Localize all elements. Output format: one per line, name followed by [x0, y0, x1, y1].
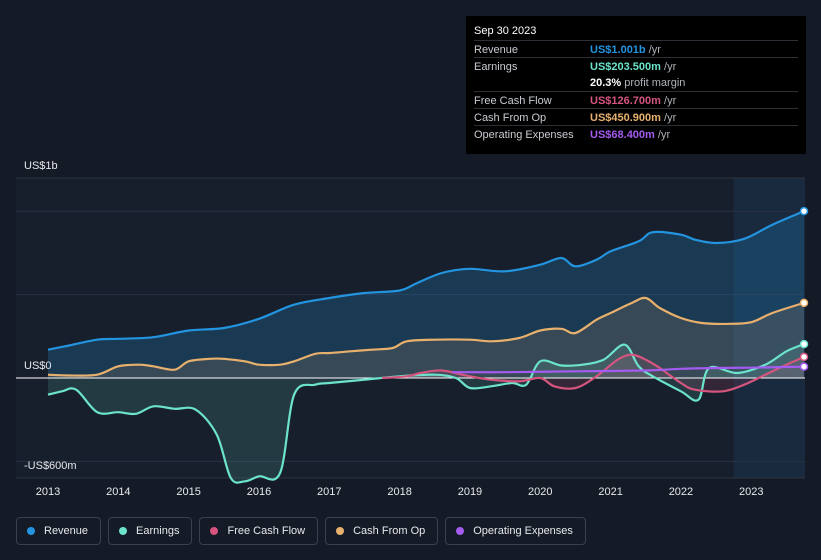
y-axis-bottom-label: -US$600m — [24, 460, 77, 472]
revenue-dot-icon — [27, 527, 35, 535]
x-tick-label: 2014 — [106, 486, 130, 498]
x-tick-label: 2015 — [176, 486, 200, 498]
tooltip-unit: /yr — [660, 61, 677, 73]
cash-from-op-line — [47, 296, 805, 377]
x-tick-label: 2021 — [598, 486, 622, 498]
legend-label: Cash From Op — [353, 525, 426, 537]
legend-label: Revenue — [44, 525, 89, 537]
legend-item-earnings[interactable]: Earnings — [108, 517, 193, 545]
operating-expenses-dot-icon — [456, 527, 465, 535]
chart-legend: Revenue Earnings Free Cash Flow Cash Fro… — [16, 517, 586, 545]
tooltip-unit: /yr — [645, 44, 661, 56]
x-tick-label: 2020 — [528, 486, 552, 498]
x-tick-label: 2019 — [458, 486, 482, 498]
cash-from-op-area — [48, 297, 804, 378]
x-tick-label: 2022 — [669, 486, 693, 498]
tooltip-row-free-cash-flow: Free Cash Flow US$126.700m /yr — [474, 91, 798, 109]
tooltip-value: US$450.900m — [590, 112, 661, 124]
tooltip-unit: /yr — [660, 112, 677, 124]
legend-item-free-cash-flow[interactable]: Free Cash Flow — [199, 517, 319, 545]
tooltip-value: US$126.700m — [590, 95, 661, 107]
revenue-end-marker — [799, 206, 809, 216]
earnings-line — [47, 343, 805, 484]
tooltip-unit: /yr — [654, 129, 671, 141]
cash-from-op-end-marker — [799, 298, 809, 308]
tooltip-row-cash-from-op: Cash From Op US$450.900m /yr — [474, 108, 798, 126]
legend-label: Free Cash Flow — [227, 525, 306, 537]
tooltip-row-earnings: Earnings US$203.500m /yr — [474, 57, 798, 75]
legend-label: Operating Expenses — [473, 525, 573, 537]
tooltip-value: US$1.001b — [590, 44, 646, 56]
tooltip-label: Free Cash Flow — [474, 95, 552, 107]
cash-from-op-dot-icon — [336, 527, 345, 535]
y-axis-top-label: US$1b — [24, 160, 58, 172]
free-cash-flow-end-marker — [799, 352, 809, 362]
x-tick-label: 2016 — [247, 486, 271, 498]
operating-expenses-line — [452, 365, 805, 374]
tooltip-value: 20.3% — [590, 77, 622, 89]
tooltip-row-revenue: Revenue US$1.001b /yr — [474, 40, 798, 58]
tooltip-row-operating-expenses: Operating Expenses US$68.400m /yr — [474, 125, 798, 143]
tooltip-label: Revenue — [474, 44, 519, 56]
legend-item-revenue[interactable]: Revenue — [16, 517, 102, 545]
y-axis-zero-label: US$0 — [24, 360, 52, 372]
legend-item-operating-expenses[interactable]: Operating Expenses — [445, 517, 586, 545]
earnings-end-marker — [799, 339, 809, 349]
free-cash-flow-dot-icon — [210, 527, 219, 535]
highlight-region — [733, 178, 805, 478]
x-tick-label: 2017 — [317, 486, 341, 498]
tooltip-label: Operating Expenses — [474, 129, 574, 141]
tooltip-value: US$203.500m — [590, 61, 661, 73]
free-cash-flow-area — [382, 354, 804, 392]
operating-expenses-end-marker — [799, 362, 809, 371]
tooltip-unit: /yr — [660, 95, 677, 107]
x-tick-label: 2023 — [739, 486, 763, 498]
legend-label: Earnings — [136, 525, 180, 537]
revenue-line — [47, 210, 805, 351]
tooltip-value: US$68.400m — [590, 129, 655, 141]
tooltip-label: Earnings — [474, 61, 518, 73]
plot-background — [16, 178, 805, 478]
tooltip-row-profit-margin: 20.3% profit margin — [474, 74, 798, 91]
x-tick-label: 2018 — [387, 486, 411, 498]
tooltip-label: Cash From Op — [474, 112, 547, 124]
tooltip-unit: profit margin — [621, 77, 686, 89]
x-tick-label: 2013 — [36, 486, 60, 498]
earnings-area — [48, 344, 804, 483]
legend-item-cash-from-op[interactable]: Cash From Op — [325, 517, 439, 545]
tooltip-date: Sep 30 2023 — [474, 25, 537, 37]
revenue-area — [48, 211, 804, 378]
earnings-dot-icon — [119, 527, 128, 535]
data-tooltip: Sep 30 2023 Revenue US$1.001b /yr Earnin… — [466, 16, 806, 154]
